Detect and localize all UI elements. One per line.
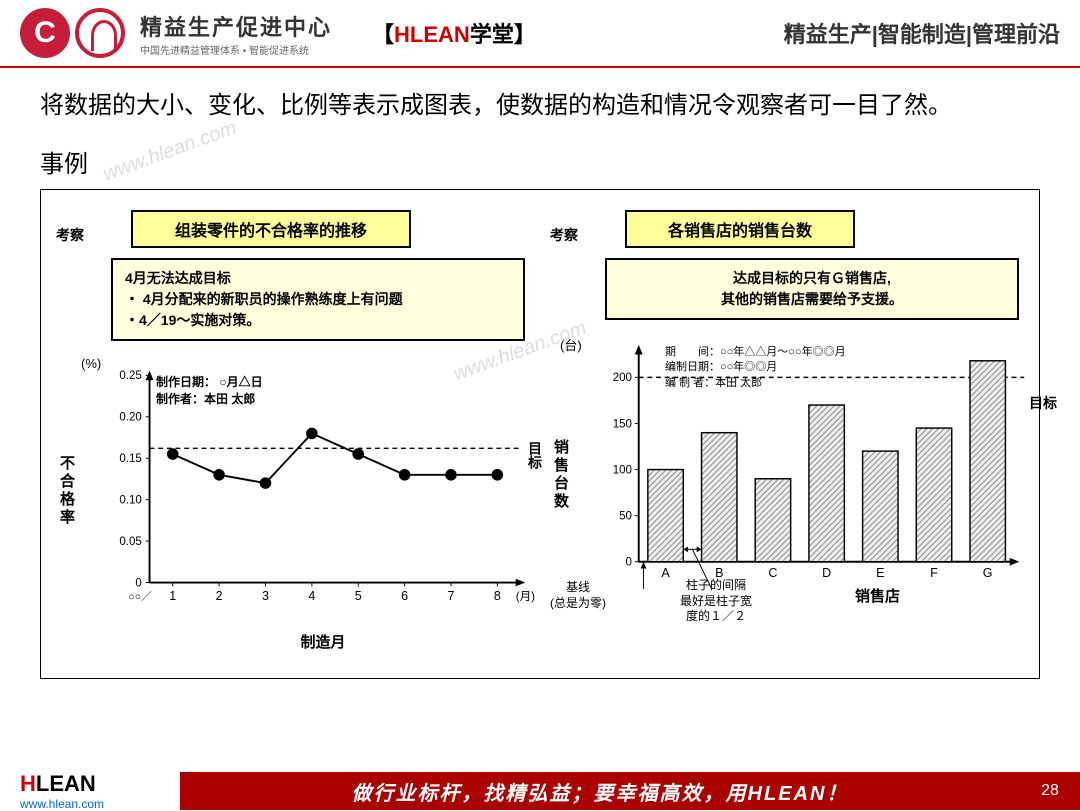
svg-text:5: 5: [355, 589, 362, 603]
svg-text:0: 0: [135, 577, 141, 589]
svg-text:3: 3: [262, 589, 269, 603]
left-target-label: 目标: [525, 441, 545, 469]
right-note-box: 达成目标的只有Ｇ销售店, 其他的销售店需要给予支援。: [605, 258, 1019, 320]
logo-title: 精益生产促进中心: [140, 10, 332, 42]
svg-text:50: 50: [619, 510, 632, 522]
svg-text:4: 4: [308, 589, 315, 603]
left-meta: 制作日期： ○月△日 制作者：本田 太郎: [156, 374, 263, 408]
right-meta: 期 间：○○年△△月～○○年◎◎月 编制日期：○○年◎◎月 编 制 者：本田 太…: [665, 345, 846, 391]
left-y-label: 不合格率: [56, 455, 77, 527]
chart-container: 考察 组装零件的不合格率的推移 4月无法达成目标 ・ 4月分配来的新职员的操作熟…: [40, 189, 1040, 679]
left-chart-title: 组装零件的不合格率的推移: [131, 210, 411, 248]
svg-text:G: G: [983, 566, 993, 580]
svg-text:6: 6: [401, 589, 408, 603]
description: 将数据的大小、变化、比例等表示成图表，使数据的构造和情况令观察者可一目了然。: [40, 88, 1040, 124]
svg-text:7: 7: [447, 589, 454, 603]
svg-text:D: D: [822, 566, 831, 580]
right-chart-area: (台) 销售台数 期 间：○○年△△月～○○年◎◎月 编制日期：○○年◎◎月 编…: [605, 335, 1029, 615]
left-panel-label: 考察: [56, 225, 84, 245]
left-note-box: 4月无法达成目标 ・ 4月分配来的新职员的操作熟练度上有问题 ・4／19～实施对…: [111, 258, 525, 341]
footer-banner: 做行业标杆，找精弘益；要幸福高效，用HLEAN！: [180, 772, 1020, 810]
logo-c-icon: C: [20, 8, 70, 58]
example-label: 事例: [40, 144, 1040, 179]
footer-url: www.hlean.com: [20, 797, 180, 811]
svg-text:F: F: [930, 566, 938, 580]
logo-area: C 精益生产促进中心 中国先进精益管理体系 • 智能促进系统: [20, 8, 332, 58]
svg-text:A: A: [661, 566, 670, 580]
svg-text:E: E: [876, 566, 884, 580]
header: C 精益生产促进中心 中国先进精益管理体系 • 智能促进系统 【HLEAN学堂】…: [0, 0, 1080, 68]
logo-subtitle: 中国先进精益管理体系 • 智能促进系统: [140, 42, 332, 57]
svg-text:100: 100: [613, 464, 632, 476]
svg-text:0.20: 0.20: [119, 412, 141, 424]
right-x-label: 销售店: [855, 585, 900, 606]
svg-text:0.25: 0.25: [119, 370, 141, 382]
svg-text:(月): (月): [516, 591, 535, 603]
right-y-label: 销售台数: [550, 439, 571, 511]
left-panel: 考察 组装零件的不合格率的推移 4月无法达成目标 ・ 4月分配来的新职员的操作熟…: [51, 205, 535, 663]
left-x-label: 制造月: [111, 631, 535, 652]
content: 将数据的大小、变化、比例等表示成图表，使数据的构造和情况令观察者可一目了然。 事…: [0, 68, 1080, 699]
header-right: 精益生产|智能制造|管理前沿: [784, 17, 1060, 49]
svg-text:200: 200: [613, 372, 632, 384]
baseline-annotation: 基线(总是为零): [550, 580, 606, 611]
logo-ring-icon: [75, 8, 125, 58]
left-y-unit: (%): [81, 356, 101, 371]
spacing-annotation: 柱子的间隔最好是柱子宽度的１／２: [680, 578, 752, 625]
svg-text:0.05: 0.05: [119, 536, 141, 548]
footer-logo: HLEAN www.hlean.com: [0, 771, 180, 811]
svg-text:2: 2: [216, 589, 223, 603]
right-chart-title: 各销售店的销售台数: [625, 210, 855, 248]
svg-text:0: 0: [626, 557, 632, 569]
svg-text:8: 8: [494, 589, 501, 603]
svg-text:○○／: ○○／: [128, 591, 152, 603]
right-target-label: 目标: [1029, 393, 1057, 413]
right-y-unit: (台): [560, 335, 582, 354]
svg-text:C: C: [768, 566, 777, 580]
logo-text: 精益生产促进中心 中国先进精益管理体系 • 智能促进系统: [140, 10, 332, 57]
svg-text:150: 150: [613, 418, 632, 430]
right-panel-label: 考察: [550, 225, 578, 245]
footer: HLEAN www.hlean.com 做行业标杆，找精弘益；要幸福高效，用HL…: [0, 772, 1080, 810]
svg-text:0.10: 0.10: [119, 495, 141, 507]
page-number: 28: [1020, 772, 1080, 810]
header-center: 【HLEAN学堂】: [372, 17, 536, 49]
left-chart-area: (%) 不合格率 制作日期： ○月△日 制作者：本田 太郎 目标 00.050.…: [111, 356, 535, 626]
svg-text:1: 1: [169, 589, 176, 603]
svg-text:0.15: 0.15: [119, 453, 141, 465]
right-panel: 考察 各销售店的销售台数 达成目标的只有Ｇ销售店, 其他的销售店需要给予支援。 …: [545, 205, 1029, 663]
